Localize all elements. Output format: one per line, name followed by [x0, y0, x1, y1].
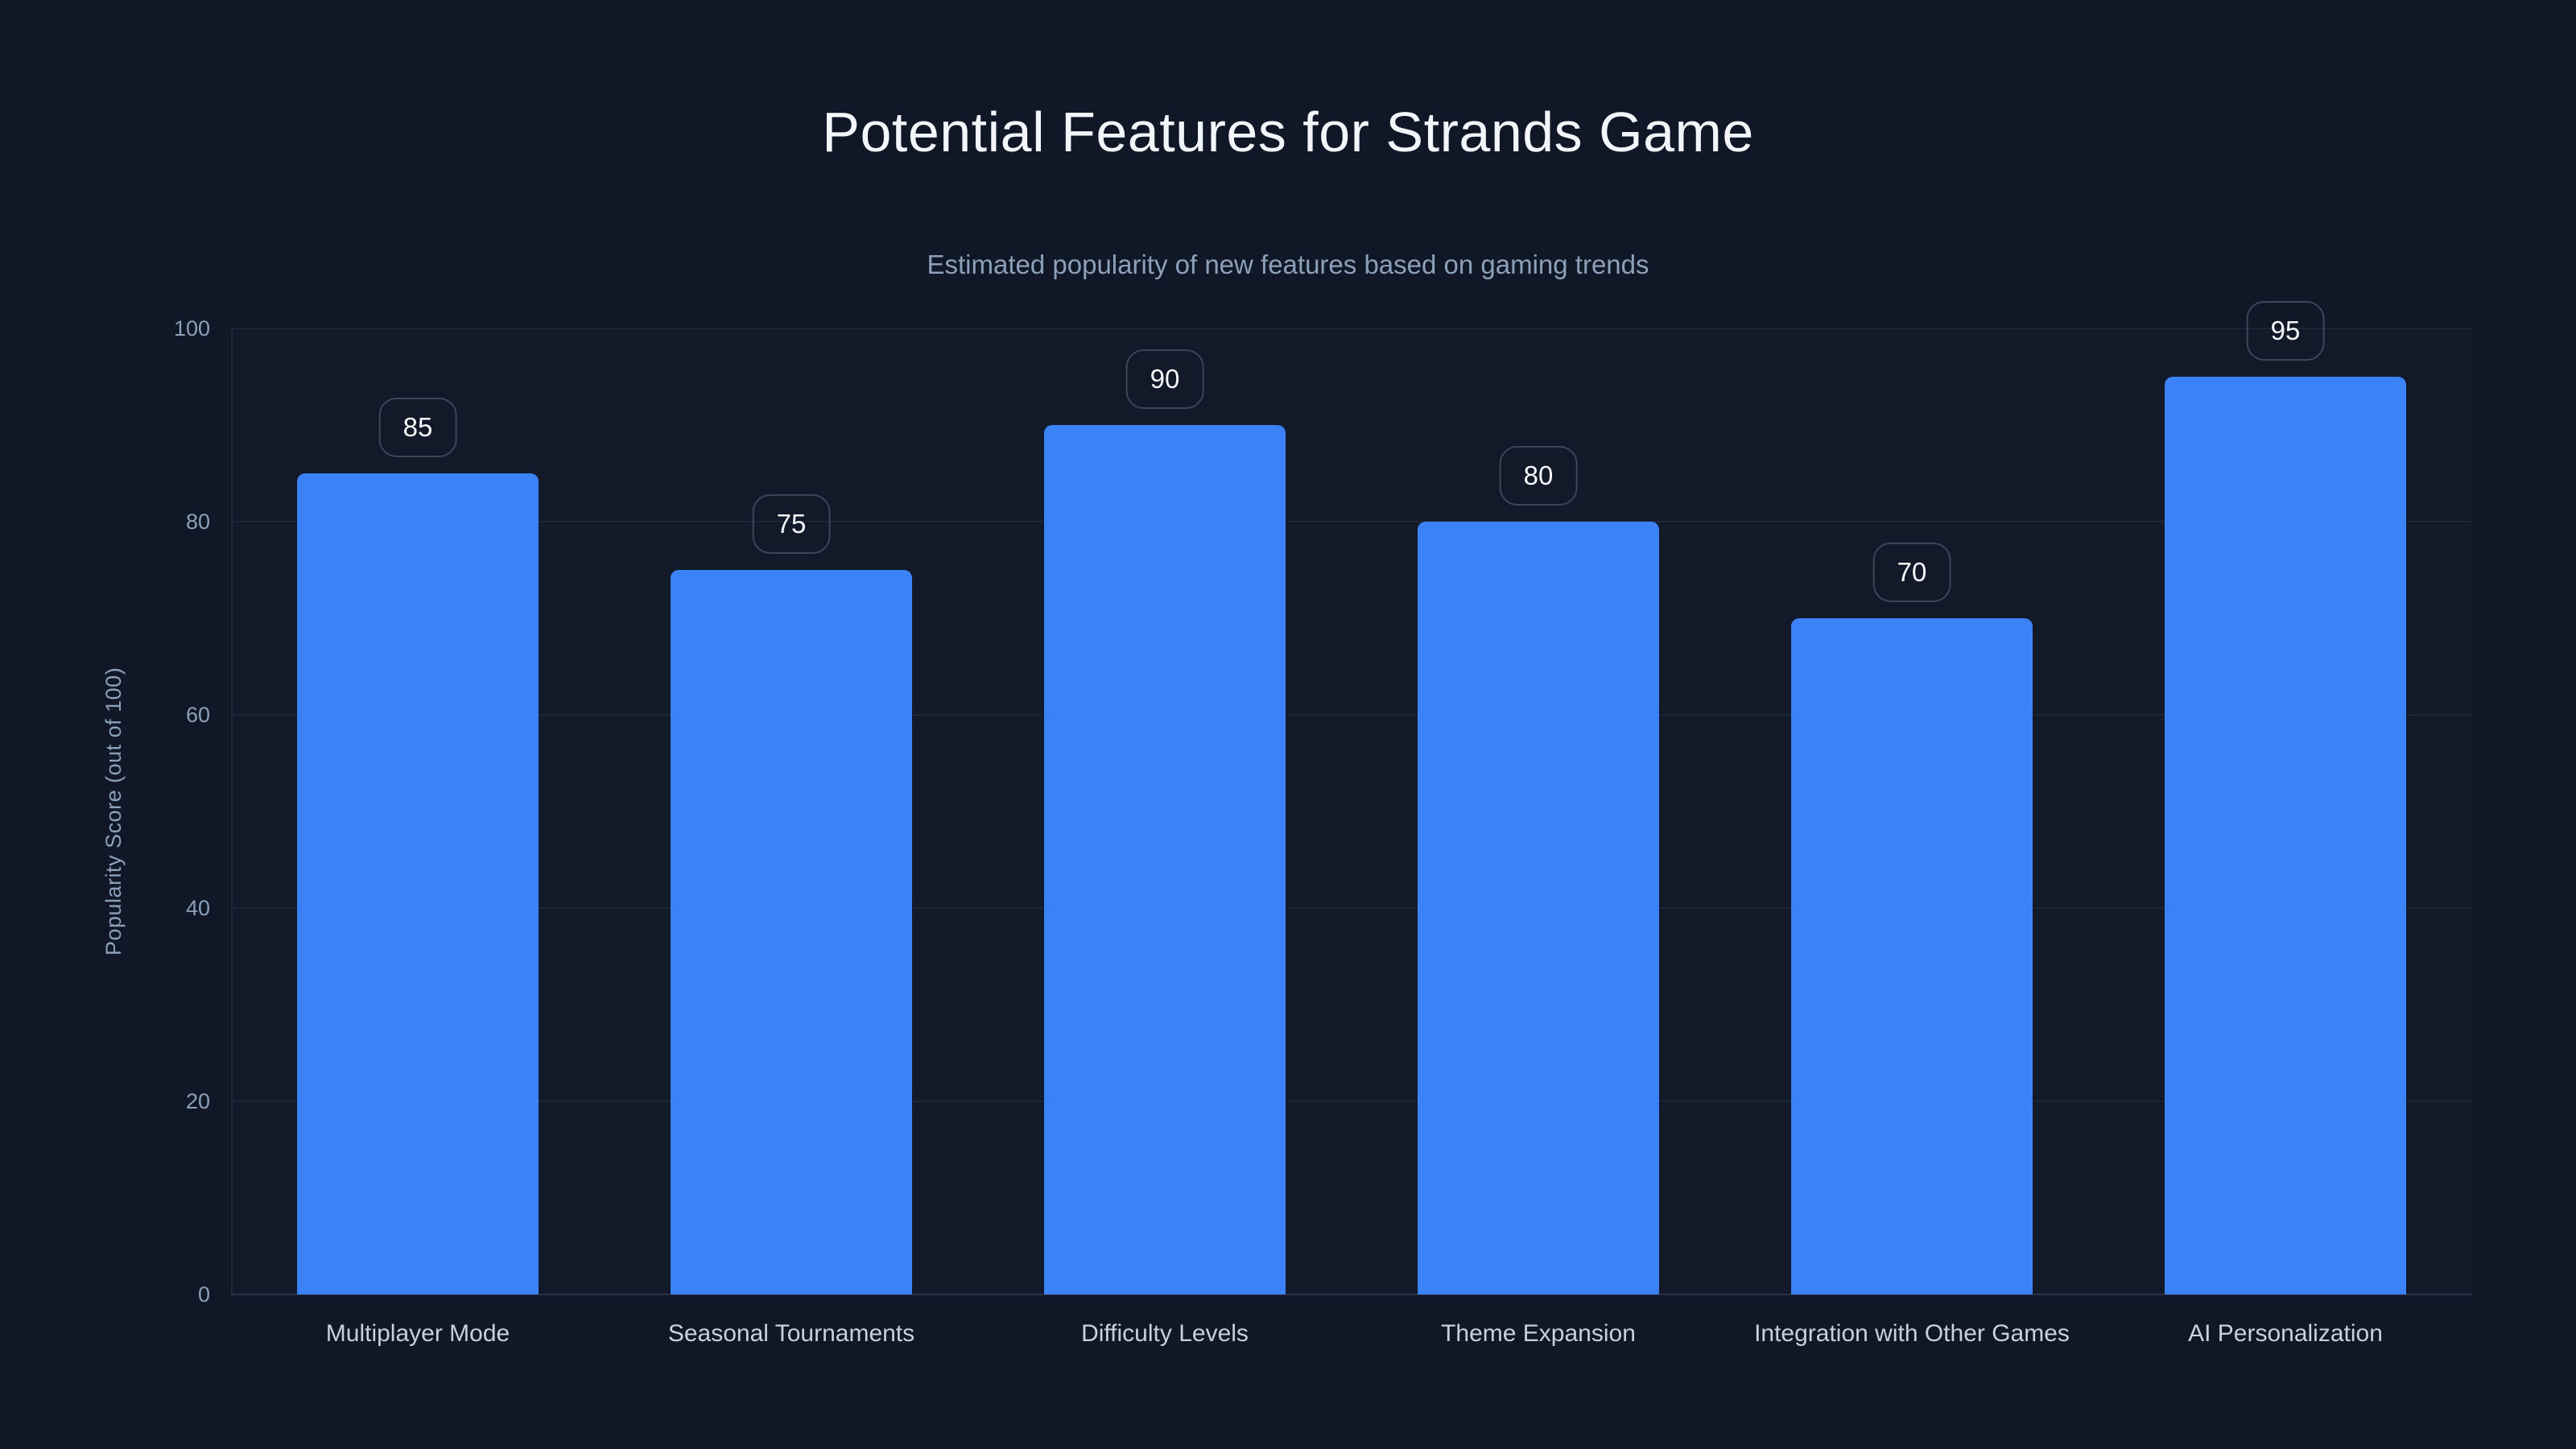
chart-title: Potential Features for Strands Game: [822, 101, 1754, 163]
y-tick-label-20: 20: [185, 1089, 210, 1113]
gridline-y-80: [231, 521, 2472, 522]
chart-subtitle: Estimated popularity of new features bas…: [927, 250, 1649, 279]
bar-value-badge: 75: [752, 494, 831, 554]
y-tick-label-100: 100: [173, 316, 210, 341]
gridline-y-60: [231, 714, 2472, 716]
x-category-label: Seasonal Tournaments: [667, 1320, 915, 1347]
y-tick-label-0: 0: [197, 1282, 210, 1307]
bar-value-badge: 70: [1872, 543, 1951, 602]
gridline-y-100: [231, 328, 2472, 329]
bar: [1044, 425, 1286, 1294]
y-axis-title: Popularity Score (out of 100): [101, 667, 126, 956]
gridline-y-20: [231, 1100, 2472, 1102]
gridline-y-40: [231, 907, 2472, 909]
y-tick-label-40: 40: [185, 896, 210, 920]
bar-value-badge: 90: [1125, 349, 1204, 409]
bar: [1418, 522, 1659, 1294]
y-tick-label-60: 60: [185, 703, 210, 727]
bar: [671, 570, 912, 1294]
gridline-y-0: [231, 1294, 2472, 1295]
bar: [1791, 618, 2033, 1294]
bar-value-badge: 95: [2246, 301, 2325, 361]
x-category-label: Multiplayer Mode: [325, 1320, 510, 1347]
bar: [297, 473, 539, 1294]
bar-value-badge: 85: [378, 398, 457, 457]
x-category-label: Integration with Other Games: [1754, 1320, 2070, 1347]
bar-value-badge: 80: [1499, 446, 1578, 506]
y-axis-line: [231, 328, 233, 1294]
bar: [2165, 377, 2406, 1294]
plot-area: 85 75 90 80 70 95: [231, 301, 2472, 1295]
x-category-label: AI Personalization: [2188, 1320, 2383, 1347]
x-category-label: Theme Expansion: [1441, 1320, 1636, 1347]
x-category-label: Difficulty Levels: [1081, 1320, 1249, 1347]
y-tick-label-80: 80: [185, 510, 210, 534]
